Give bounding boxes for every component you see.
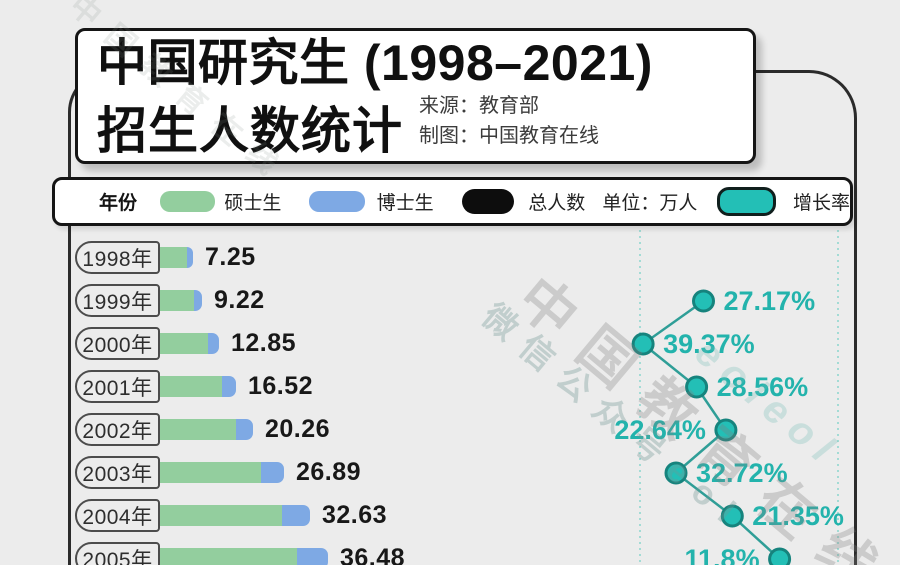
growth-value-label: 32.72% (696, 458, 788, 488)
enrollment-bar (160, 333, 219, 354)
enrollment-bar (160, 505, 310, 526)
title-card: 中国研究生 (1998–2021) 招生人数统计 来源：教育部 制图：中国教育在… (75, 28, 756, 164)
year-row-2002年: 2002年 20.26 (75, 408, 330, 451)
growth-value-label: 21.35% (752, 501, 844, 531)
master-bar-segment (160, 462, 262, 483)
growth-value-label: 28.56% (717, 372, 809, 402)
doctor-bar-segment (194, 290, 202, 311)
doctor-bar-segment (186, 247, 193, 268)
doctor-bar-segment (261, 462, 284, 483)
year-pill: 2004年 (75, 499, 160, 532)
master-bar-segment (160, 290, 195, 311)
year-pill: 2001年 (75, 370, 160, 403)
master-bar-segment (160, 333, 209, 354)
growth-point (664, 461, 688, 485)
year-row-2004年: 2004年 32.63 (75, 494, 387, 537)
total-value-label: 32.63 (322, 501, 388, 529)
enrollment-bar (160, 548, 328, 565)
legend-unit-label: 单位：万人 (602, 193, 698, 214)
legend-doctor-label: 博士生 (376, 193, 434, 214)
growth-value-label: 22.64% (614, 415, 706, 445)
enrollment-bar (160, 290, 202, 311)
master-bar-segment (160, 505, 283, 526)
growth-value-label: 11.8% (685, 544, 760, 565)
growth-value-label: 39.37% (663, 329, 755, 359)
total-value-label: 36.48 (340, 544, 406, 565)
bar-chart-rows: 1998年 7.25 1999年 9.22 2000年 12.85 2001年 16.52 20… (75, 236, 635, 565)
year-pill: 1999年 (75, 284, 160, 317)
total-value-label: 7.25 (205, 243, 256, 271)
doctor-bar-segment (221, 376, 236, 397)
total-value-label: 12.85 (231, 329, 297, 357)
master-bar-segment (160, 247, 187, 268)
doctor-swatch-icon (309, 191, 365, 212)
legend-bar: 年份 硕士生 博士生 总人数 单位：万人 增长率 (52, 177, 853, 226)
page-title-line2: 招生人数统计 (97, 102, 403, 159)
year-row-1999年: 1999年 9.22 (75, 279, 265, 322)
master-bar-segment (160, 419, 236, 440)
year-row-2003年: 2003年 26.89 (75, 451, 361, 494)
year-row-1998年: 1998年 7.25 (75, 236, 256, 279)
year-row-2005年: 2005年 36.48 (75, 537, 405, 565)
legend-master-label: 硕士生 (224, 193, 282, 214)
master-swatch-icon (160, 191, 216, 212)
total-value-label: 26.89 (296, 458, 362, 486)
year-row-2001年: 2001年 16.52 (75, 365, 313, 408)
master-bar-segment (160, 548, 297, 565)
year-pill: 1998年 (75, 241, 160, 274)
growth-point (768, 547, 792, 565)
source-text: 来源：教育部 (419, 95, 539, 117)
total-value-label: 16.52 (248, 372, 314, 400)
legend-year-label: 年份 (99, 193, 138, 214)
year-pill: 2003年 (75, 456, 160, 489)
page-title-line1: 中国研究生 (1998–2021) (97, 35, 653, 91)
enrollment-bar (160, 247, 193, 268)
growth-value-label: 27.17% (724, 286, 816, 316)
legend-total-label: 总人数 (528, 193, 586, 214)
total-value-label: 20.26 (265, 415, 331, 443)
growth-point (720, 504, 744, 528)
enrollment-bar (160, 462, 284, 483)
source-credit-block: 来源：教育部 制图：中国教育在线 (419, 91, 599, 151)
doctor-bar-segment (296, 548, 328, 565)
growth-swatch-icon (717, 187, 776, 216)
legend-growth-label: 增长率 (792, 193, 850, 214)
enrollment-bar (160, 376, 236, 397)
growth-point (692, 289, 715, 313)
credit-text: 制图：中国教育在线 (419, 125, 599, 147)
growth-point (631, 332, 655, 356)
total-swatch-icon (461, 189, 515, 214)
year-row-2000年: 2000年 12.85 (75, 322, 296, 365)
enrollment-bar (160, 419, 253, 440)
year-pill: 2002年 (75, 413, 160, 446)
doctor-bar-segment (282, 505, 310, 526)
year-pill: 2005年 (75, 542, 160, 565)
growth-point (714, 418, 738, 442)
growth-point (685, 375, 709, 399)
total-value-label: 9.22 (214, 286, 265, 314)
doctor-bar-segment (208, 333, 219, 354)
year-pill: 2000年 (75, 327, 160, 360)
master-bar-segment (160, 376, 222, 397)
doctor-bar-segment (235, 419, 253, 440)
